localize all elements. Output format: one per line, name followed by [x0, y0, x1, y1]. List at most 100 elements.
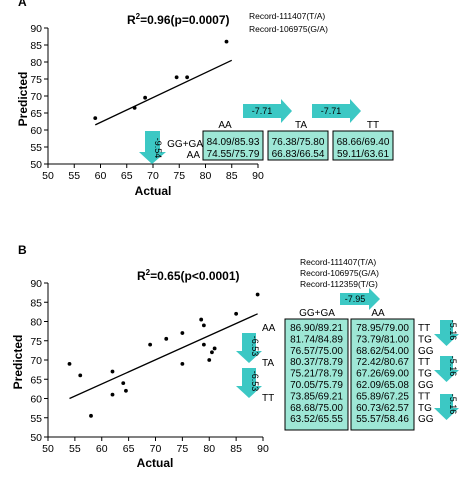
panel-b-table-value: 76.57/75.00	[290, 346, 343, 357]
panel-b-table-value: 86.90/89.21	[290, 323, 343, 334]
panel-a-arrow-v1	[139, 131, 166, 164]
panel-b-ylabel: Predicted	[11, 335, 25, 390]
panel-a-x-tick-label: 85	[226, 170, 238, 182]
panel-a-row-label-gg-ga: GG+GA	[167, 139, 203, 150]
panel-b-col1-box	[284, 318, 349, 431]
panel-b-row-right-label: TT	[418, 323, 430, 334]
panel-a-x-tick-label: 60	[95, 170, 107, 182]
panel-b-data-point	[180, 361, 185, 366]
panel-b-record-1: Record-111407(T/A)	[300, 257, 376, 267]
panel-a-axes: 50 55 60 65 70 75 80 85 90 50 55 60 65 70 75 80 85 90	[30, 23, 264, 182]
panel-a-y-tick-label: 90	[30, 23, 42, 35]
panel-b-row-right-label: TT	[418, 357, 430, 368]
panel-b-y-tick-label: 90	[30, 278, 42, 290]
panel-b-data-point	[148, 342, 153, 347]
panel-b-y-tick-label: 75	[30, 336, 42, 348]
panel-b-arrow-r2-label: -5.16	[448, 356, 458, 377]
panel-b-y-tick-label: 60	[30, 394, 42, 406]
panel-b-table-value: 60.73/62.57	[356, 403, 409, 414]
panel-b-arrow-r2	[434, 356, 459, 382]
panel-a-col-header-ta: TA	[295, 120, 307, 131]
panel-a-x-tick-label: 65	[121, 170, 133, 182]
panel-b-arrow-h1	[340, 288, 380, 310]
panel-b-table-value: 78.95/79.00	[356, 323, 409, 334]
panel-a-value: 68.66/69.40	[337, 137, 390, 148]
panel-b-axes: 50 55 60 65 70 75 80 85 90 50 55 60 65 70 75 80 85 90	[30, 278, 269, 455]
panel-b-x-tick-label: 80	[203, 443, 215, 455]
panel-b-x-tick-label: 85	[230, 443, 242, 455]
panel-a-arrow-h1-label: -7.71	[252, 106, 273, 116]
panel-b-arrow-v1-label: -6.53	[250, 336, 260, 357]
panel-b-x-tick-label: 50	[42, 443, 54, 455]
panel-b-y-tick-label: 55	[30, 413, 42, 425]
panel-b-x-tick-label: 65	[123, 443, 135, 455]
panel-b-stat-title: R2=0.65(p<0.0001)	[137, 268, 240, 283]
panel-a-y-tick-label: 75	[30, 74, 42, 86]
panel-a-marks	[93, 39, 233, 126]
panel-b-row-right-label: TG	[418, 334, 432, 345]
panel-a-y-tick-label: 55	[30, 142, 42, 154]
panel-b-table-value: 63.52/65.55	[290, 414, 343, 425]
panel-b-letter: B	[18, 243, 27, 257]
panel-b-table-value: 73.85/69.21	[290, 391, 343, 402]
panel-a-cell-col1	[202, 130, 264, 161]
panel-a-ylabel: Predicted	[16, 72, 30, 127]
panel-b-table-value: 81.74/84.89	[290, 334, 343, 345]
panel-b-arrow-r1	[434, 320, 459, 346]
panel-b-table-value: 55.57/58.46	[356, 414, 409, 425]
panel-a-y-tick-label: 50	[30, 159, 42, 171]
panel-b: B R2=0.65(p<0.0001) Record-111407(T/A) R…	[11, 243, 459, 470]
panel-b-arrow-r3	[434, 394, 459, 420]
panel-a-arrow-v1-label: -9.54	[153, 138, 163, 159]
panel-a-x-tick-label: 50	[42, 170, 54, 182]
panel-a-regression-line	[94, 59, 233, 126]
panel-a-data-point	[174, 75, 179, 80]
panel-b-table-value: 68.68/75.00	[290, 403, 343, 414]
panel-a-y-tick-label: 85	[30, 40, 42, 52]
panel-b-data-point	[124, 388, 128, 393]
panel-b-data-point	[199, 317, 204, 322]
panel-b-data-point	[110, 369, 115, 374]
panel-b-x-tick-label: 90	[257, 443, 269, 455]
panel-b-col-header-aa: AA	[371, 308, 385, 319]
panel-a-y-tick-label: 65	[30, 108, 42, 120]
panel-b-data-point	[121, 381, 126, 385]
panel-a-arrow-h1	[243, 99, 292, 123]
panel-a-stat-title: R2=0.96(p=0.0007)	[127, 12, 230, 27]
panel-a-value: 74.55/75.79	[207, 149, 260, 160]
panel-a-arrow-h2-label: -7.71	[321, 106, 342, 116]
panel-b-row-right-label: GG	[418, 414, 434, 425]
panel-a-record-2: Record-106975(G/A)	[249, 24, 328, 34]
panel-b-row-label-tt: TT	[262, 393, 274, 404]
panel-b-row-right-label: TG	[418, 369, 432, 380]
panel-b-arrow-v1	[236, 333, 262, 363]
panel-b-record-3: Record-112359(T/G)	[300, 279, 378, 289]
panel-a-record-1: Record-111407(T/A)	[249, 11, 325, 21]
panel-a-x-tick-label: 75	[173, 170, 185, 182]
panel-b-table-values: 86.90/89.2181.74/84.8976.57/75.0080.37/7…	[290, 323, 434, 425]
panel-b-arrow-r3-label: -5.16	[448, 394, 458, 415]
panel-b-y-tick-label: 85	[30, 297, 42, 309]
panel-b-table-value: 62.09/65.08	[356, 380, 409, 391]
panel-a-cell-col3	[332, 130, 394, 161]
panel-b-col2-box	[350, 318, 415, 431]
panel-b-regression-line	[69, 313, 258, 400]
panel-b-data-point	[255, 292, 260, 297]
panel-b-table-value: 80.37/78.79	[290, 357, 343, 368]
panel-b-xlabel: Actual	[137, 456, 174, 470]
panel-b-table-value: 75.21/78.79	[290, 369, 343, 380]
panel-b-col-header-gg-ga: GG+GA	[299, 308, 335, 319]
panel-b-data-point	[201, 342, 206, 347]
panel-b-record-2: Record-106975(G/A)	[300, 268, 379, 278]
panel-a-data-point	[143, 95, 148, 100]
panel-b-y-tick-label: 80	[30, 317, 42, 329]
panel-b-data-point	[78, 373, 83, 378]
panel-b-row-right-label: TG	[418, 403, 432, 414]
panel-a-y-tick-label: 80	[30, 57, 42, 69]
panel-b-y-tick-label: 50	[30, 432, 42, 444]
panel-b-y-tick-label: 70	[30, 355, 42, 367]
panel-b-data-point	[234, 311, 239, 316]
panel-a-x-tick-label: 55	[68, 170, 80, 182]
panel-a-value: 84.09/85.93	[207, 137, 260, 148]
